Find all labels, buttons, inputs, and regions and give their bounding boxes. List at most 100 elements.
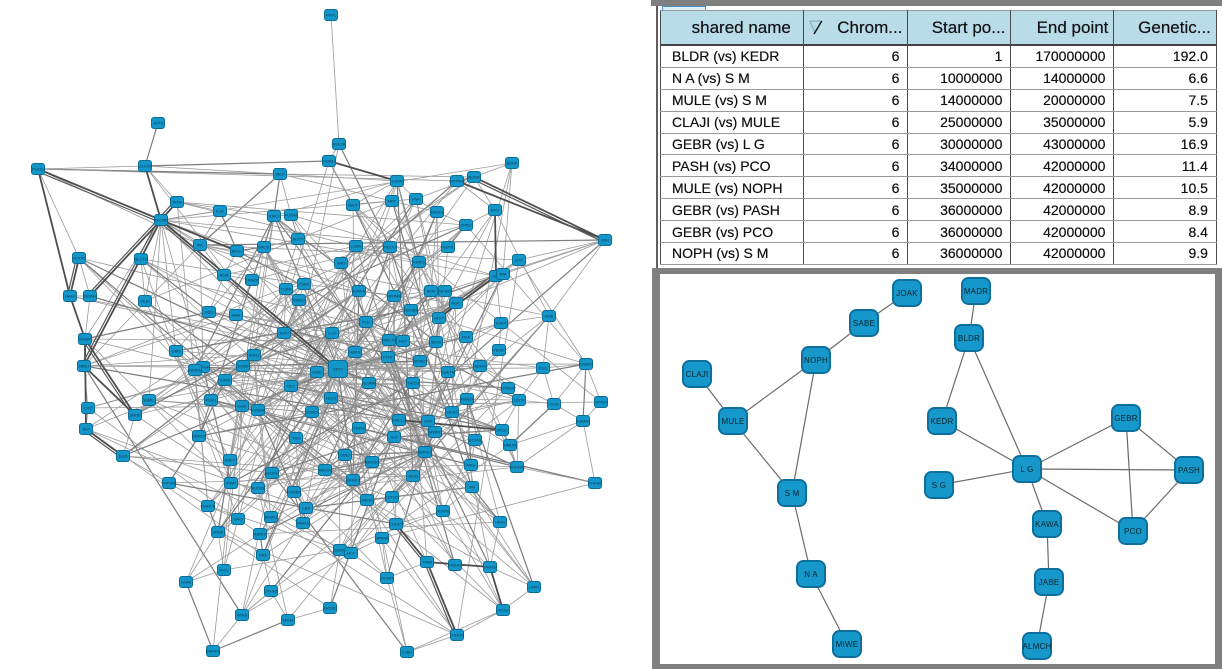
svg-text:WTH: WTH [172,200,181,205]
svg-text:HRRS: HRRS [484,565,496,570]
svg-text:SUWC: SUWC [334,548,346,553]
svg-text:AARIS: AARIS [254,532,266,537]
svg-text:JPCLI: JPCLI [497,428,508,433]
svg-text:FUWM: FUWM [285,213,297,218]
svg-text:MAGGI: MAGGI [318,468,331,473]
svg-text:KEDR: KEDR [930,417,953,426]
svg-text:FNF: FNF [412,197,420,202]
svg-text:KJO: KJO [216,209,224,214]
svg-text:OLID: OLID [549,402,558,407]
svg-text:PGKJ: PGKJ [206,398,216,403]
svg-text:PASH: PASH [1178,466,1200,475]
svg-text:LUHH: LUHH [351,244,362,249]
svg-text:LAPD: LAPD [529,585,540,590]
svg-text:JOAK: JOAK [896,289,918,298]
svg-text:MIA: MIA [499,272,506,277]
svg-text:IPR: IPR [469,485,476,490]
svg-text:MAUGO: MAUGO [364,460,379,465]
svg-text:KWD: KWD [312,370,321,375]
svg-text:LKGO: LKGO [446,410,457,415]
svg-text:GURI: GURI [181,580,191,585]
svg-text:HLF: HLF [347,551,355,556]
svg-text:HCCI: HCCI [326,396,336,401]
svg-text:JDTS: JDTS [153,121,163,126]
svg-text:DACLS: DACLS [392,418,406,423]
svg-text:KJWB: KJWB [391,179,402,184]
svg-text:COUPT: COUPT [389,522,404,527]
svg-text:BLDR: BLDR [958,334,980,343]
svg-text:CLAJI: CLAJI [686,370,709,379]
svg-text:HSGBE: HSGBE [404,308,418,313]
svg-text:FLE: FLE [362,320,370,325]
svg-text:L G: L G [1020,465,1033,474]
svg-text:NUETM: NUETM [441,370,455,375]
svg-text:WPUU: WPUU [419,450,431,455]
svg-text:JABE: JABE [1039,578,1060,587]
svg-text:KSNO: KSNO [306,410,317,415]
svg-text:LPDOO: LPDOO [450,633,464,638]
svg-text:JCNPE: JCNPE [436,509,449,514]
svg-text:LWM: LWM [171,349,180,354]
svg-text:KFO: KFO [491,208,499,213]
svg-text:CGT: CGT [84,406,93,411]
svg-text:ERNOT: ERNOT [245,278,260,283]
svg-text:PCO: PCO [1124,527,1142,536]
svg-text:HIEN: HIEN [495,520,505,525]
svg-text:THKMI: THKMI [589,481,601,486]
svg-text:NSPS: NSPS [443,245,454,250]
svg-text:OTHHJ: OTHHJ [264,589,277,594]
svg-text:IKJTT: IKJTT [293,237,304,242]
svg-text:THPSW: THPSW [162,481,177,486]
svg-text:IBCIS: IBCIS [431,340,442,345]
svg-text:MLEJB: MLEJB [333,142,346,147]
svg-text:EIJI: EIJI [391,435,398,440]
svg-text:HUGMH: HUGMH [250,408,265,413]
svg-text:AJNMC: AJNMC [576,419,590,424]
svg-text:UMUM: UMUM [504,443,516,448]
svg-text:EROIG: EROIG [431,210,444,215]
svg-text:DEASF: DEASF [467,175,481,180]
svg-text:IGKW: IGKW [220,378,231,383]
svg-text:MADR: MADR [964,287,988,296]
svg-text:SRG: SRG [337,261,346,266]
svg-text:IMH: IMH [601,238,608,243]
svg-text:UUK: UUK [424,419,433,424]
svg-text:MULE: MULE [721,417,744,426]
svg-text:ODPKG: ODPKG [192,434,206,439]
svg-text:ODEJ: ODEJ [340,453,351,458]
svg-text:PGGS: PGGS [32,167,44,172]
svg-text:TCBN: TCBN [281,287,292,292]
svg-text:LDCA: LDCA [514,398,525,403]
svg-text:DRE: DRE [259,553,268,558]
svg-text:BIMU: BIMU [144,398,154,403]
svg-text:HBRH: HBRH [323,159,334,164]
svg-text:MKU: MKU [467,463,476,468]
svg-text:LLO: LLO [328,331,336,336]
svg-text:HGC: HGC [452,301,461,306]
svg-text:NWKTD: NWKTD [382,338,397,343]
svg-text:RLCTD: RLCTD [134,257,147,262]
svg-text:CLOW: CLOW [139,164,151,169]
svg-text:IMCL: IMCL [219,568,229,573]
svg-text:KAWA: KAWA [1035,520,1059,529]
svg-text:S M: S M [785,489,800,498]
svg-text:JMOS: JMOS [129,413,140,418]
svg-text:SNSMH: SNSMH [83,294,98,299]
svg-text:PEOU: PEOU [384,245,395,250]
svg-text:FLFES: FLFES [252,486,265,491]
svg-text:BJNFE: BJNFE [353,289,366,294]
svg-text:BDOJ: BDOJ [232,249,243,254]
svg-text:PKPL: PKPL [326,13,337,18]
svg-text:BDNH: BDNH [474,364,485,369]
svg-text:GRO: GRO [233,517,242,522]
svg-text:MMM: MMM [283,618,293,623]
svg-text:BWAFC: BWAFC [206,649,220,654]
svg-text:ECFNI: ECFNI [469,438,481,443]
svg-text:NCDE: NCDE [324,606,336,611]
svg-text:SFPJ: SFPJ [333,367,343,372]
svg-text:HAAJ: HAAJ [65,294,75,299]
svg-text:KUU: KUU [539,366,548,371]
svg-text:DFSM: DFSM [439,289,450,294]
svg-text:NSREM: NSREM [188,368,202,373]
svg-text:JILR: JILR [82,427,90,432]
